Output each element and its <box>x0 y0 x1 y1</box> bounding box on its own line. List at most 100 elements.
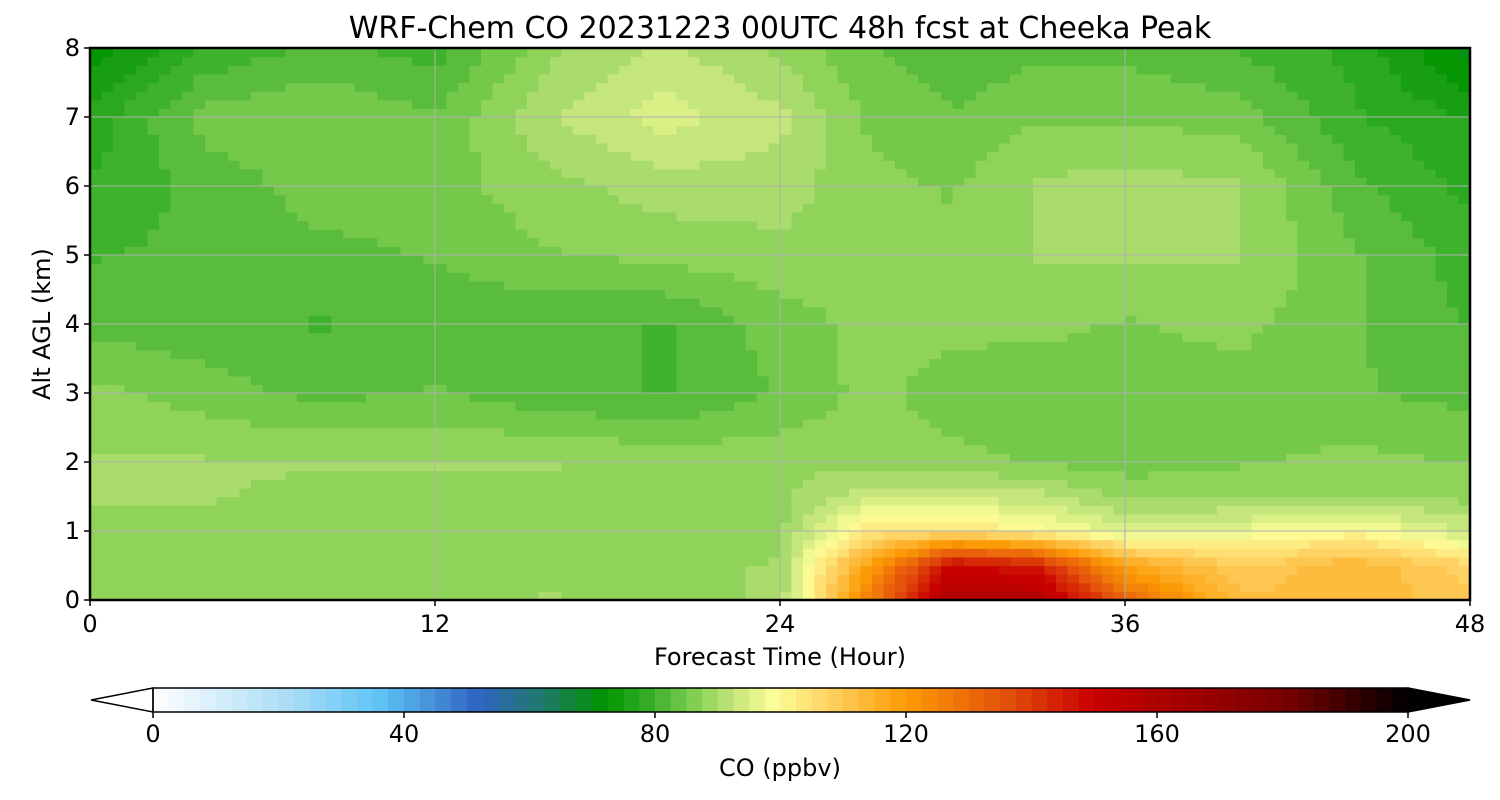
heatmap-cell <box>159 367 172 377</box>
heatmap-cell <box>918 470 931 480</box>
heatmap-cell <box>780 539 793 549</box>
heatmap-cell <box>1286 315 1299 325</box>
heatmap-cell <box>136 436 149 446</box>
heatmap-cell <box>711 255 724 265</box>
heatmap-cell <box>1320 401 1333 411</box>
heatmap-cell <box>124 280 137 291</box>
heatmap-cell <box>1171 315 1184 325</box>
heatmap-cell <box>745 272 758 282</box>
heatmap-cell <box>1090 341 1103 351</box>
heatmap-cell <box>1458 565 1471 575</box>
heatmap-cell <box>676 349 689 360</box>
heatmap-cell <box>872 522 885 532</box>
heatmap-cell <box>1136 418 1149 429</box>
heatmap-cell <box>1389 531 1402 541</box>
heatmap-cell <box>1182 289 1195 299</box>
heatmap-cell <box>837 298 850 308</box>
heatmap-cell <box>113 358 126 368</box>
heatmap-cell <box>1343 531 1356 541</box>
heatmap-cell <box>860 418 873 429</box>
heatmap-cell <box>1182 556 1195 567</box>
heatmap-cell <box>941 436 954 446</box>
heatmap-cell <box>814 582 827 592</box>
heatmap-cell <box>814 418 827 429</box>
heatmap-cell <box>722 479 735 489</box>
heatmap-cell <box>147 453 160 463</box>
heatmap-cell <box>113 401 126 411</box>
heatmap-cell <box>469 582 482 592</box>
heatmap-cell <box>596 427 609 437</box>
heatmap-cell <box>964 298 977 308</box>
heatmap-cell <box>1136 513 1149 523</box>
heatmap-cell <box>1159 315 1172 325</box>
heatmap-cell <box>987 332 1000 342</box>
heatmap-cell <box>676 418 689 429</box>
heatmap-cell <box>1056 324 1069 334</box>
heatmap-cell <box>354 436 367 446</box>
heatmap-cell <box>446 246 459 256</box>
heatmap-cell <box>814 298 827 308</box>
heatmap-cell <box>1343 280 1356 291</box>
heatmap-cell <box>1056 263 1069 273</box>
heatmap-cell <box>665 582 678 592</box>
heatmap-cell <box>262 522 275 532</box>
heatmap-cell <box>619 591 632 601</box>
heatmap-cell <box>527 280 540 291</box>
heatmap-cell <box>1435 410 1448 420</box>
heatmap-cell <box>987 375 1000 385</box>
heatmap-cell <box>619 565 632 575</box>
heatmap-cell <box>1332 479 1345 489</box>
heatmap-cell <box>423 505 436 515</box>
heatmap-cell <box>826 539 839 549</box>
heatmap-cell <box>251 315 264 325</box>
heatmap-cell <box>734 470 747 480</box>
heatmap-cell <box>1194 487 1207 498</box>
heatmap-cell <box>1171 367 1184 377</box>
heatmap-cell <box>101 487 114 498</box>
heatmap-cell <box>1044 401 1057 411</box>
heatmap-cell <box>136 539 149 549</box>
heatmap-cell <box>274 237 287 247</box>
heatmap-cell <box>400 341 413 351</box>
heatmap-cell <box>205 280 218 291</box>
heatmap-cell <box>573 418 586 429</box>
heatmap-cell <box>688 401 701 411</box>
heatmap-cell <box>458 401 471 411</box>
heatmap-cell <box>584 522 597 532</box>
heatmap-cell <box>1378 496 1391 506</box>
heatmap-cell <box>722 349 735 360</box>
heatmap-cell <box>734 289 747 299</box>
heatmap-cell <box>1435 272 1448 282</box>
heatmap-cell <box>1435 444 1448 454</box>
heatmap-cell <box>170 591 183 601</box>
heatmap-cell <box>1171 410 1184 420</box>
heatmap-cell <box>964 341 977 351</box>
heatmap-cell <box>1378 522 1391 532</box>
heatmap-cell <box>630 324 643 334</box>
heatmap-cell <box>124 393 137 403</box>
heatmap-cell <box>734 341 747 351</box>
heatmap-cell <box>883 487 896 498</box>
heatmap-cell <box>1297 393 1310 403</box>
heatmap-cell <box>1366 513 1379 523</box>
heatmap-cell <box>906 505 919 515</box>
heatmap-cell <box>584 505 597 515</box>
heatmap-cell <box>653 444 666 454</box>
heatmap-cell <box>573 522 586 532</box>
heatmap-cell <box>768 479 781 489</box>
heatmap-cell <box>308 410 321 420</box>
heatmap-cell <box>446 384 459 394</box>
heatmap-cell <box>412 522 425 532</box>
heatmap-cell <box>1251 263 1264 273</box>
heatmap-cell <box>1412 306 1425 316</box>
heatmap-cell <box>688 280 701 291</box>
heatmap-cell <box>918 358 931 368</box>
heatmap-cell <box>998 496 1011 506</box>
heatmap-cell <box>1309 505 1322 515</box>
heatmap-cell <box>1412 444 1425 454</box>
heatmap-cell <box>642 462 655 472</box>
heatmap-cell <box>1102 539 1115 549</box>
heatmap-cell <box>1412 418 1425 429</box>
heatmap-cell <box>113 513 126 523</box>
heatmap-cell <box>1332 574 1345 584</box>
